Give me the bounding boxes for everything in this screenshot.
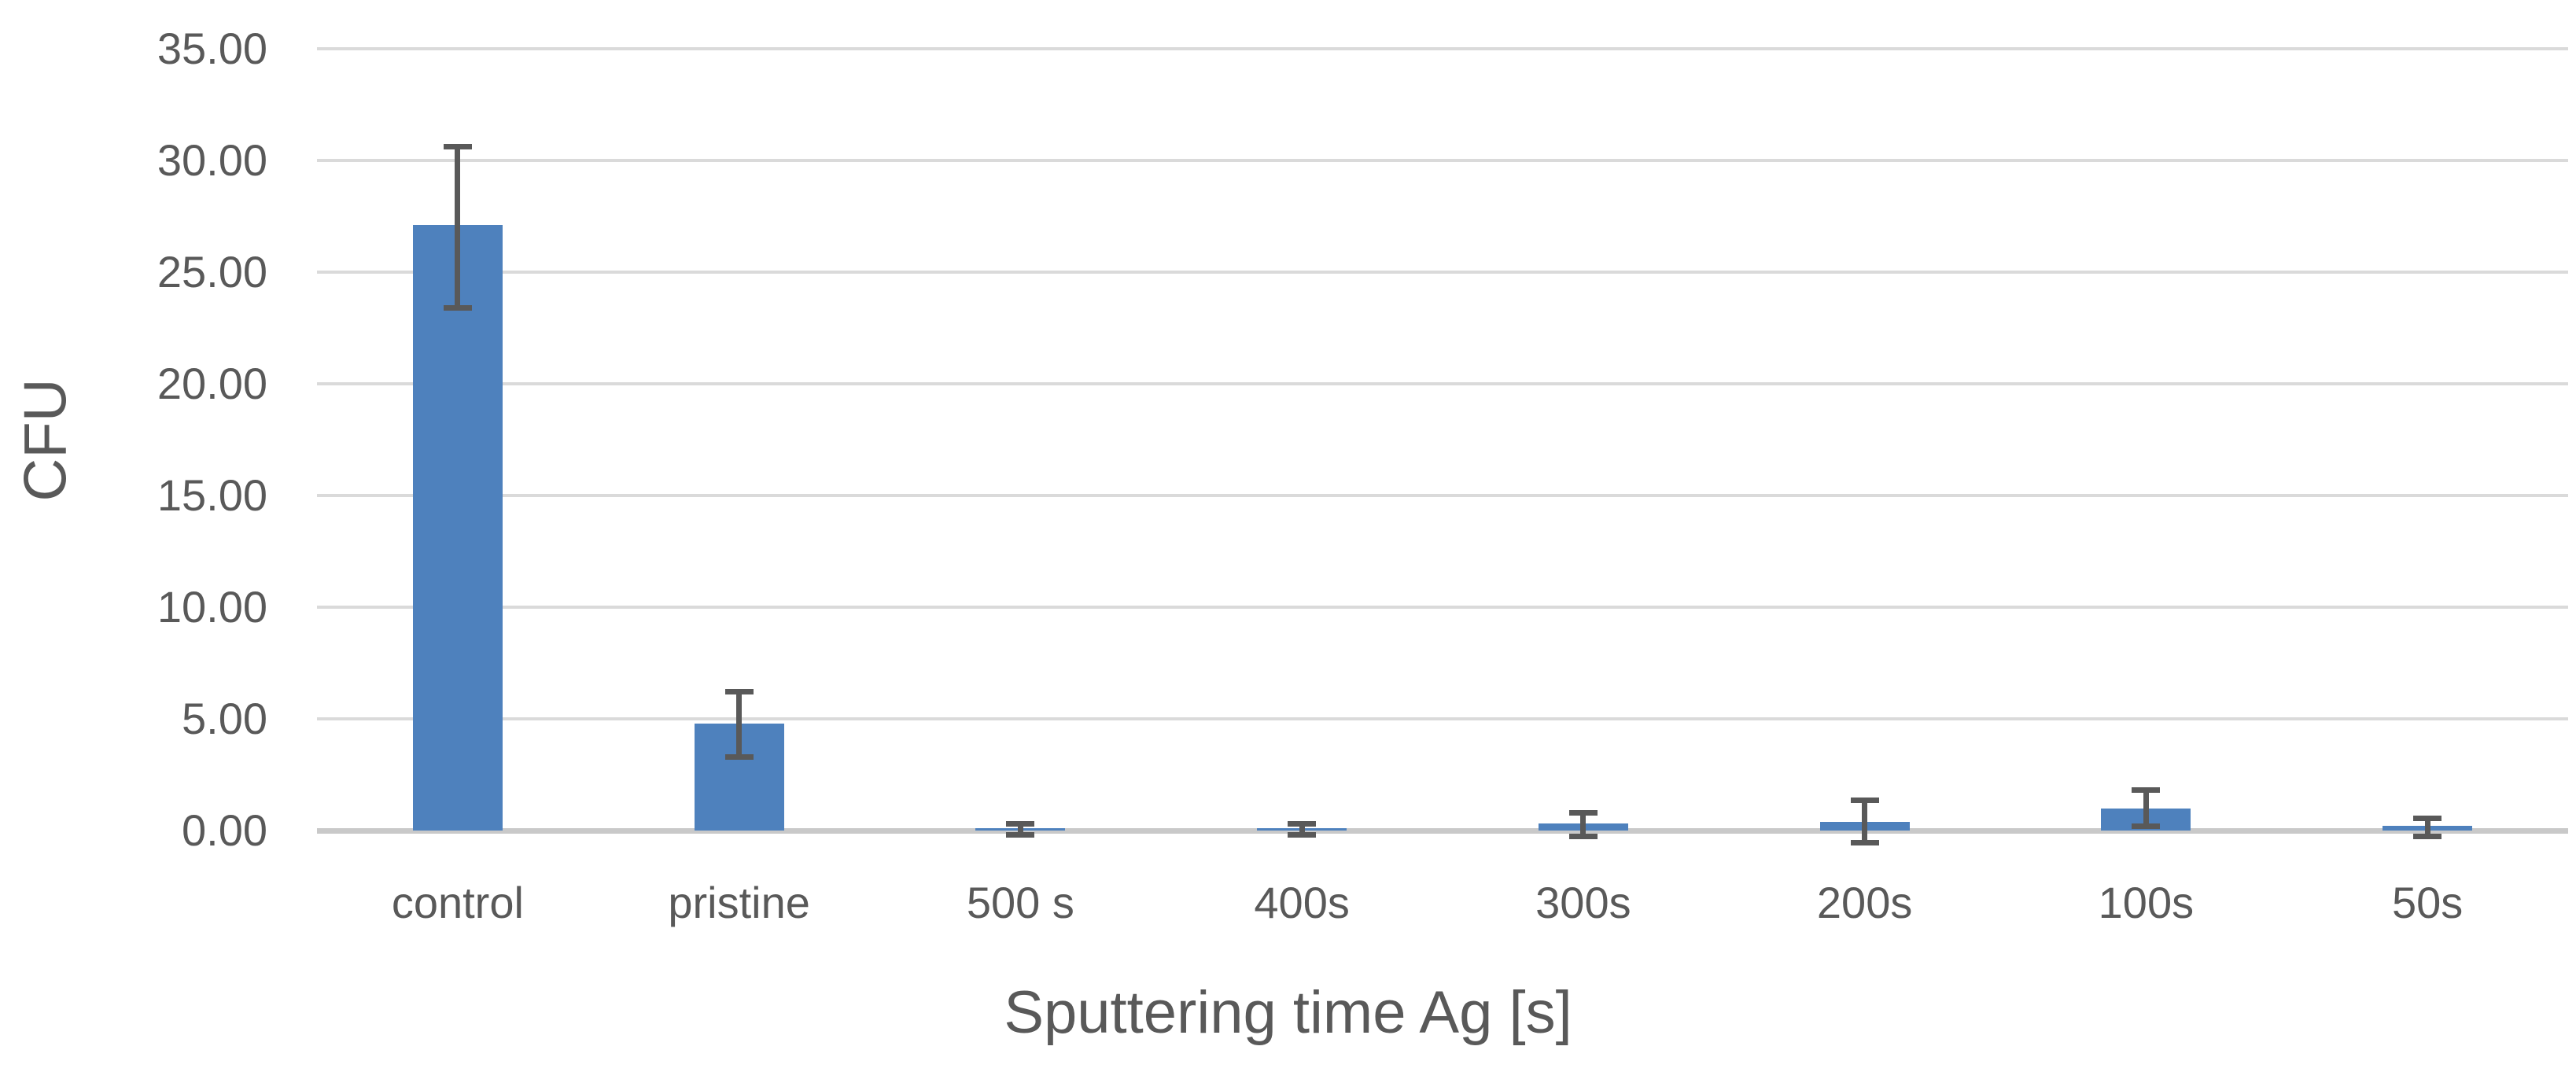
error-bar-top-cap [1568,809,1598,816]
gridline [317,382,2568,385]
error-bar-bottom-cap [443,304,472,311]
plot-area [317,47,2568,846]
gridline [317,494,2568,497]
y-tick-label: 30.00 [157,135,267,185]
y-tick-label: 5.00 [182,694,267,743]
gridline [317,717,2568,720]
y-axis-tick-labels: 0.00 5.00 10.00 15.00 20.00 25.00 30.00 35.00 [0,27,267,853]
error-bar-top-cap [2132,787,2161,794]
y-tick-label: 0.00 [182,805,267,855]
error-bar-line [2424,818,2430,837]
error-bar-line [1017,823,1023,835]
error-bar-top-cap [1006,820,1035,827]
x-category-label-400s: 400s [1254,878,1350,927]
error-bar-top-cap [1850,798,1879,804]
bar-control [412,225,503,831]
error-bar-bottom-cap [2413,833,2442,839]
y-tick-label: 25.00 [157,247,267,297]
gridline [317,606,2568,609]
x-category-label-pristine: pristine [668,878,810,927]
error-bar-bottom-cap [1288,832,1317,838]
error-bar-top-cap [724,689,754,695]
x-axis-category-labels: control pristine 500 s 400s 300s 200s 100s 50s [317,871,2568,934]
error-bar-top-cap [1288,820,1317,827]
x-category-label-50s: 50s [2391,878,2464,927]
x-axis-zero-line [317,828,2568,834]
x-category-label-500s: 500 s [966,878,1074,927]
x-category-label-300s: 300s [1535,878,1631,927]
y-tick-label: 10.00 [157,582,267,632]
error-bar-line [455,146,461,308]
x-axis-title: Sputtering time Ag [s] [1004,979,1572,1046]
x-category-label-100s: 100s [2098,878,2195,927]
error-bar-bottom-cap [1006,832,1035,838]
error-bar-top-cap [443,144,472,150]
error-bar-top-cap [2413,815,2442,821]
error-bar-line [1862,800,1868,843]
gridline [317,271,2568,274]
error-bar-bottom-cap [2132,823,2161,829]
error-bar-line [1299,823,1305,835]
error-bar-bottom-cap [1850,840,1879,846]
error-bar-line [736,691,743,757]
y-tick-label: 20.00 [157,359,267,408]
error-bar-bottom-cap [1568,833,1598,839]
x-category-label-control: control [391,878,524,927]
gridline [317,159,2568,162]
y-tick-label: 15.00 [157,470,267,520]
gridline [317,47,2568,50]
error-bar-line [2143,790,2149,827]
x-category-label-200s: 200s [1816,878,1913,927]
error-bar-bottom-cap [724,753,754,760]
y-tick-label: 35.00 [157,24,267,73]
error-bar-line [1580,812,1587,837]
